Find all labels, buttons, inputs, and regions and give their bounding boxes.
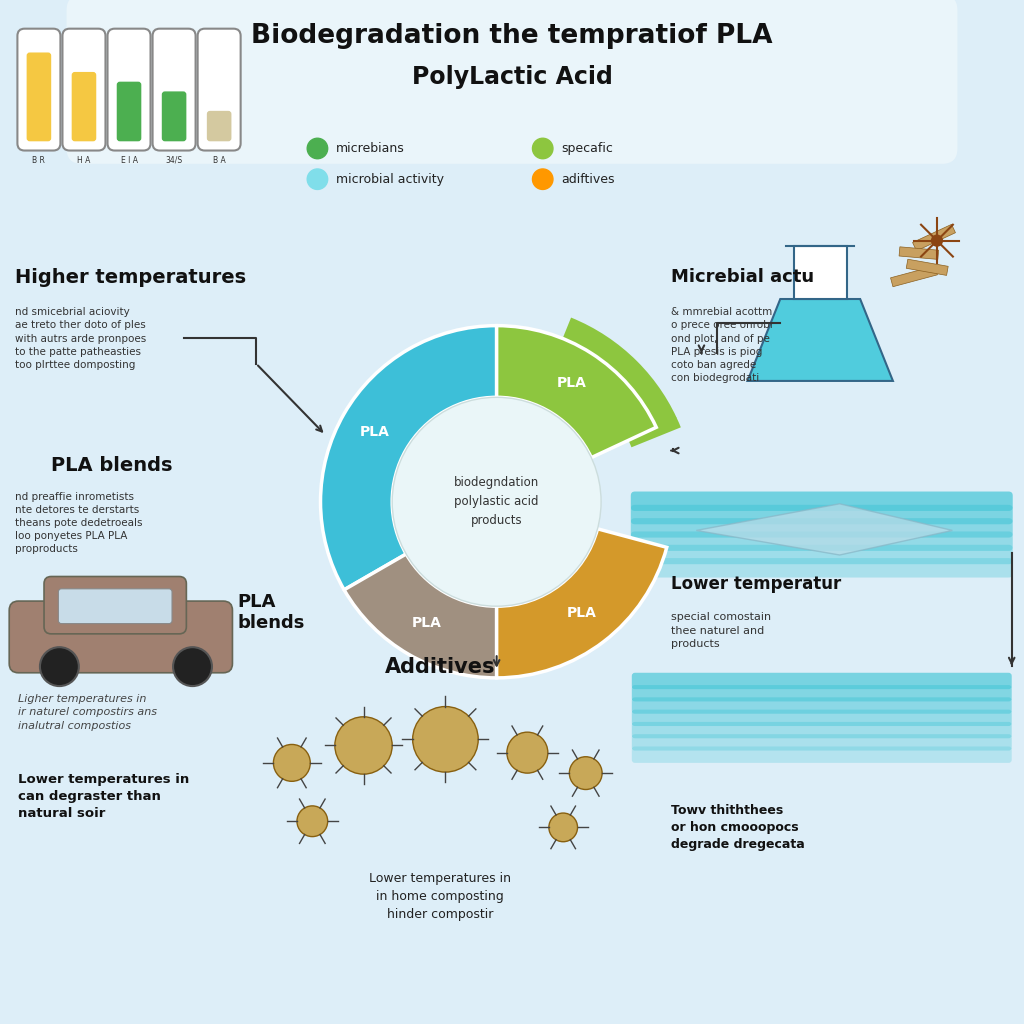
Circle shape (297, 806, 328, 837)
Wedge shape (497, 528, 667, 678)
Text: & mmrebial acottm
o prece oree onrobr
ond plot, and of pe
PLA presis is piog
cot: & mmrebial acottm o prece oree onrobr on… (671, 307, 774, 383)
Circle shape (931, 234, 943, 247)
Circle shape (413, 707, 478, 772)
Circle shape (532, 138, 553, 159)
Circle shape (532, 169, 553, 189)
FancyBboxPatch shape (632, 685, 1012, 701)
FancyBboxPatch shape (17, 29, 60, 151)
Text: PLA: PLA (567, 606, 597, 621)
FancyBboxPatch shape (631, 545, 1013, 564)
Text: Lower temperatures in
can degraster than
natural soir: Lower temperatures in can degraster than… (18, 773, 189, 820)
FancyBboxPatch shape (27, 52, 51, 141)
Text: specafic: specafic (561, 142, 613, 155)
Circle shape (40, 647, 79, 686)
Polygon shape (696, 504, 952, 555)
FancyBboxPatch shape (207, 111, 231, 141)
Circle shape (273, 744, 310, 781)
Polygon shape (651, 395, 677, 430)
Text: biodegndation
polylastic acid
products: biodegndation polylastic acid products (454, 476, 540, 527)
FancyBboxPatch shape (117, 82, 141, 141)
FancyBboxPatch shape (72, 72, 96, 141)
Text: adiftives: adiftives (561, 173, 614, 185)
Text: PLA: PLA (412, 616, 441, 630)
FancyBboxPatch shape (9, 601, 232, 673)
FancyBboxPatch shape (108, 29, 151, 151)
Text: Micrebial actu: Micrebial actu (671, 268, 814, 287)
Text: B R: B R (33, 156, 45, 165)
FancyBboxPatch shape (44, 577, 186, 634)
Text: Lower temperatur: Lower temperatur (671, 575, 841, 594)
Text: Higher temperatures: Higher temperatures (15, 268, 247, 288)
Circle shape (307, 169, 328, 189)
Circle shape (569, 757, 602, 790)
FancyBboxPatch shape (631, 558, 1013, 578)
FancyBboxPatch shape (67, 0, 957, 164)
Circle shape (335, 717, 392, 774)
FancyBboxPatch shape (632, 673, 1012, 689)
Polygon shape (748, 299, 893, 381)
Text: special comostain
thee naturel and
products: special comostain thee naturel and produ… (671, 612, 771, 649)
FancyBboxPatch shape (632, 722, 1012, 738)
Text: E I A: E I A (121, 156, 137, 165)
FancyBboxPatch shape (632, 746, 1012, 763)
FancyBboxPatch shape (631, 492, 1013, 511)
Polygon shape (906, 259, 948, 275)
Text: micrebians: micrebians (336, 142, 404, 155)
FancyBboxPatch shape (631, 531, 1013, 551)
Text: Ligher temperatures in
ir naturel compostirs ans
inalutral compostios: Ligher temperatures in ir naturel compos… (18, 694, 158, 731)
Text: PLA blends: PLA blends (51, 456, 173, 475)
Text: Towv thiththees
or hon cmooopocs
degrade dregecata: Towv thiththees or hon cmooopocs degrade… (671, 804, 805, 851)
FancyBboxPatch shape (631, 505, 1013, 524)
Circle shape (307, 138, 328, 159)
FancyBboxPatch shape (631, 518, 1013, 538)
FancyBboxPatch shape (153, 29, 196, 151)
FancyBboxPatch shape (198, 29, 241, 151)
Polygon shape (891, 266, 937, 287)
FancyBboxPatch shape (62, 29, 105, 151)
Text: microbial activity: microbial activity (336, 173, 443, 185)
Text: Lower temperatures in
in home composting
hinder compostir: Lower temperatures in in home composting… (370, 872, 511, 922)
Text: PLA
blends: PLA blends (238, 593, 305, 632)
Wedge shape (497, 326, 656, 458)
Text: Additives: Additives (385, 657, 496, 678)
Text: 34/S: 34/S (166, 156, 182, 165)
Polygon shape (912, 224, 955, 251)
Text: B A: B A (213, 156, 225, 165)
FancyBboxPatch shape (58, 589, 172, 624)
FancyBboxPatch shape (794, 246, 847, 299)
Circle shape (173, 647, 212, 686)
Text: PolyLactic Acid: PolyLactic Acid (412, 65, 612, 89)
FancyBboxPatch shape (632, 710, 1012, 726)
Polygon shape (899, 247, 939, 259)
FancyBboxPatch shape (632, 734, 1012, 751)
Text: PLA: PLA (360, 425, 390, 438)
Wedge shape (551, 317, 681, 447)
Text: PLA: PLA (557, 377, 587, 390)
Circle shape (507, 732, 548, 773)
FancyBboxPatch shape (632, 697, 1012, 714)
Wedge shape (344, 554, 497, 678)
Text: nd preaffie inrometists
nte detores te derstarts
theans pote dedetroeals
loo pon: nd preaffie inrometists nte detores te d… (15, 492, 143, 554)
Circle shape (549, 813, 578, 842)
Text: H A: H A (77, 156, 91, 165)
FancyBboxPatch shape (162, 91, 186, 141)
Text: nd smicebrial aciovity
ae treto ther doto of ples
with autrs arde pronpoes
to th: nd smicebrial aciovity ae treto ther dot… (15, 307, 146, 370)
Circle shape (392, 397, 601, 606)
Wedge shape (321, 326, 497, 590)
Text: Biodegradation the tempratiof PLA: Biodegradation the tempratiof PLA (251, 23, 773, 49)
